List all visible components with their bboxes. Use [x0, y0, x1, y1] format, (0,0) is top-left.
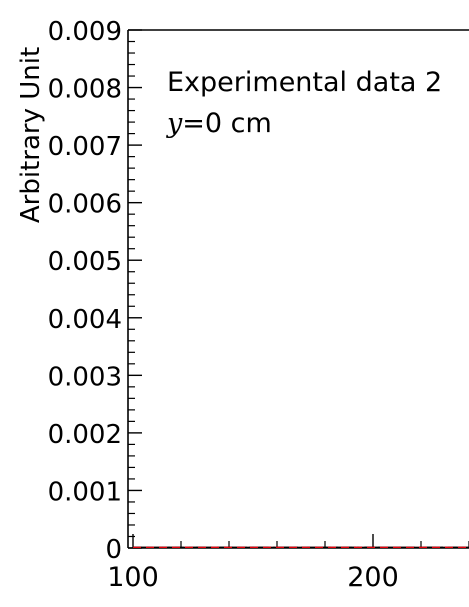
- annotation-variable: y: [166, 108, 183, 139]
- y-tick-label: 0.006: [48, 190, 122, 220]
- axis-ticks: [128, 29, 469, 549]
- series-line-2: [133, 546, 469, 548]
- tick-labels: 0 0.001 0.002 0.003 0.004 0.005 0.006 0.007 0.00…: [48, 17, 399, 593]
- series-group: [133, 546, 469, 548]
- x-tick-label: 100: [107, 562, 159, 593]
- series-line-1: [133, 546, 469, 548]
- y-tick-label: 0.002: [48, 420, 122, 450]
- annotation-title: Experimental data 2: [167, 67, 442, 98]
- series-line-3: [133, 546, 469, 548]
- series-line-5: [133, 546, 469, 548]
- annotation-value: =0 cm: [182, 108, 272, 139]
- series-line-4: [133, 546, 469, 548]
- annotation-position: y=0 cm: [166, 108, 272, 139]
- y-tick-label: 0.003: [48, 362, 122, 392]
- y-tick-label: 0: [105, 535, 122, 565]
- y-axis-label: Arbitrary Unit: [16, 47, 46, 223]
- y-tick-label: 0.009: [48, 17, 122, 47]
- y-tick-label: 0.008: [48, 75, 122, 105]
- y-tick-label: 0.007: [48, 132, 122, 162]
- x-tick-label: 200: [347, 562, 399, 593]
- y-tick-label: 0.004: [48, 305, 122, 335]
- series-line-6: [133, 546, 469, 548]
- y-tick-label: 0.005: [48, 247, 122, 277]
- y-tick-label: 0.001: [48, 477, 122, 507]
